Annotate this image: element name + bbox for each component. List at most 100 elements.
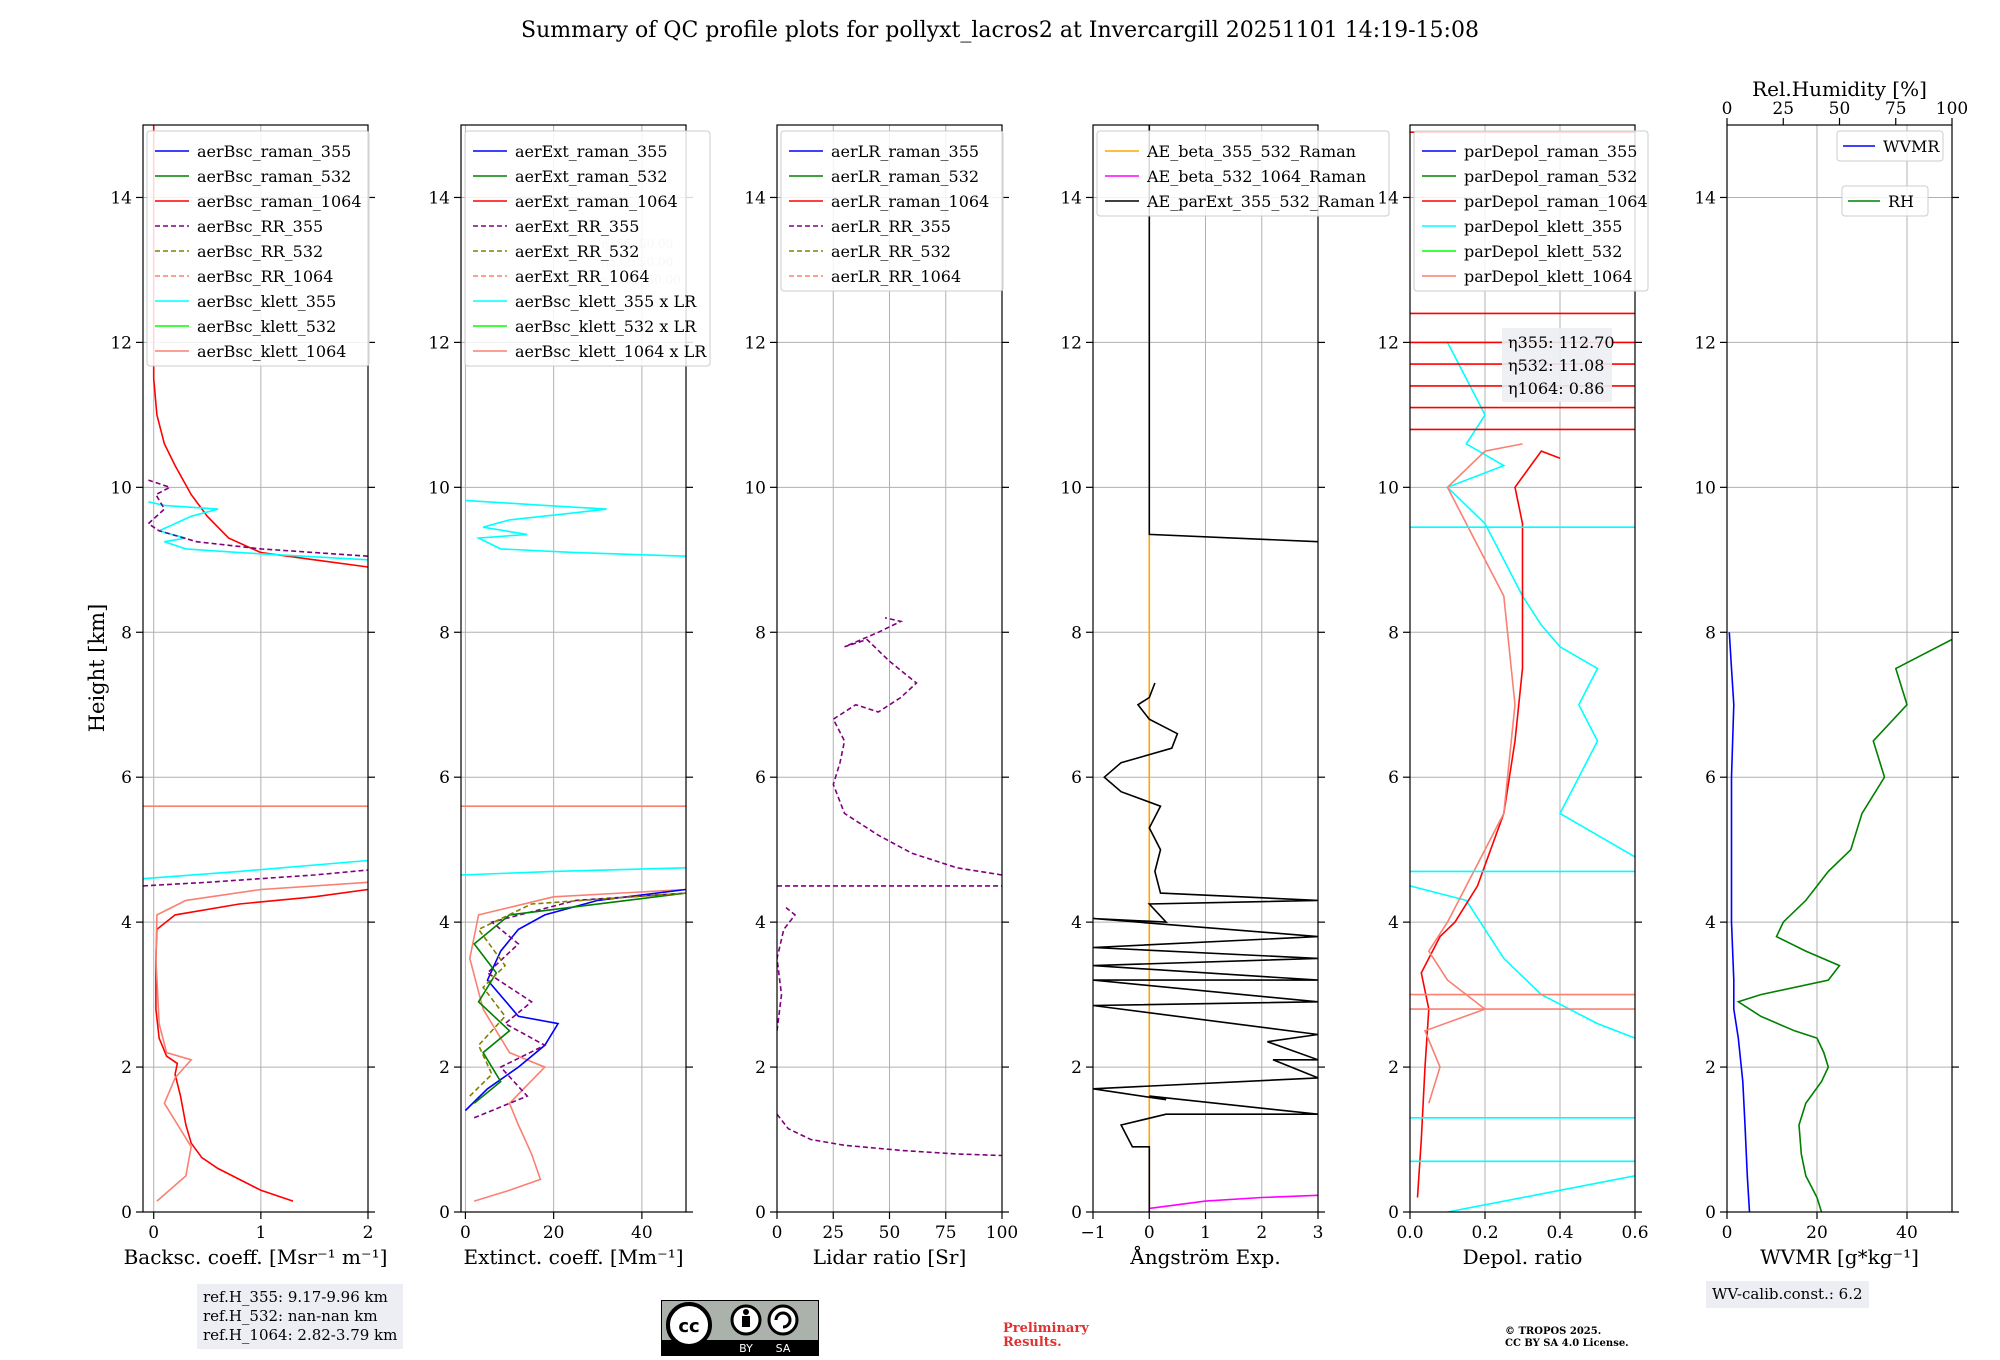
plot-frame xyxy=(142,124,369,1213)
series-line-parDepol_klett_1064 xyxy=(1423,443,1523,1104)
legend-label: RH xyxy=(1888,192,1914,211)
legend-box xyxy=(1836,130,1944,162)
panel-depol: 0 2 4 6 8 10 12 14 0.0 0.2 0.4 0.6 Depol. ratio parDe… xyxy=(1377,124,1649,1269)
eta-info-line: η1064: 0.86 xyxy=(1508,379,1604,398)
series-line-parDepol_raman_1064 xyxy=(1416,450,1561,1198)
legend-label: aerExt_RR_1064 xyxy=(515,267,650,286)
top-x-tick-label: 0 xyxy=(1722,99,1733,119)
series-line-aerBsc_klett_1064 x LR xyxy=(468,888,686,1202)
series-line-aerBsc_raman_1064 xyxy=(155,888,368,1202)
x-axis-label: Backsc. coeff. [Msr⁻¹ m⁻¹] xyxy=(124,1245,388,1269)
y-tick-label: 0 xyxy=(439,1203,450,1223)
x-tick-label: 0 xyxy=(460,1223,471,1243)
y-tick-label: 8 xyxy=(1705,623,1716,643)
y-tick-label: 10 xyxy=(428,478,450,498)
y-tick-label: 8 xyxy=(1388,623,1399,643)
y-tick-label: 10 xyxy=(110,478,132,498)
y-tick-label: 12 xyxy=(1377,333,1399,353)
legend-label: aerLR_RR_355 xyxy=(831,217,951,236)
y-tick-label: 8 xyxy=(121,623,132,643)
legend-label: parDepol_klett_1064 xyxy=(1464,267,1633,286)
y-tick-label: 14 xyxy=(1060,188,1082,208)
series-line-aerBsc_klett_1064 xyxy=(155,881,368,1202)
plot-frame xyxy=(1726,124,1953,1213)
legend-label: WVMR xyxy=(1883,137,1940,156)
x-tick-label: 75 xyxy=(935,1223,957,1243)
y-tick-label: 12 xyxy=(1060,333,1082,353)
legend-box xyxy=(1413,130,1649,292)
y-tick-label: 14 xyxy=(744,188,766,208)
legend-label: parDepol_klett_355 xyxy=(1464,217,1622,236)
preliminary-line-1: Preliminary xyxy=(1003,1321,1089,1336)
y-tick-label: 2 xyxy=(1388,1058,1399,1078)
plot-frame xyxy=(1409,124,1636,1213)
share-alike-icon xyxy=(767,1304,799,1336)
y-tick-label: 12 xyxy=(1694,333,1716,353)
y-tick-label: 0 xyxy=(121,1203,132,1223)
license-line-1: © TROPOS 2025. xyxy=(1505,1326,1602,1337)
ref-height-1064: ref.H_1064: 2.82-3.79 km xyxy=(203,1326,398,1344)
y-tick-label: 0 xyxy=(755,1203,766,1223)
series-line-aerLR_RR_355_mid xyxy=(777,906,797,1031)
preliminary-line-2: Results. xyxy=(1003,1335,1062,1350)
x-tick-label: 0.4 xyxy=(1546,1223,1573,1243)
legend-label: aerLR_raman_532 xyxy=(831,167,979,186)
legend-label: aerBsc_raman_355 xyxy=(197,142,351,161)
y-tick-label: 14 xyxy=(428,188,450,208)
y-tick-label: 0 xyxy=(1388,1203,1399,1223)
x-tick-label: 0 xyxy=(148,1223,159,1243)
y-tick-label: 0 xyxy=(1705,1203,1716,1223)
series-line-AE_beta_532_1064_Raman xyxy=(1149,1194,1318,1210)
y-tick-label: 4 xyxy=(1071,913,1082,933)
series-group xyxy=(143,125,368,1202)
series-line-parDepol_klett_355_upper xyxy=(1446,342,1635,858)
series-line-aerExt_raman_355 xyxy=(464,888,686,1112)
legend-label: aerLR_RR_1064 xyxy=(831,267,961,286)
legend-label: AE_beta_532_1064_Raman xyxy=(1146,167,1366,186)
series-line-AE_parExt_upper xyxy=(1148,125,1318,543)
x-axis-label: Extinct. coeff. [Mm⁻¹] xyxy=(463,1245,683,1269)
legend-label: aerBsc_klett_532 x LR xyxy=(515,317,697,336)
y-tick-label: 2 xyxy=(121,1058,132,1078)
legend-box xyxy=(1841,185,1929,217)
license-note: © TROPOS 2025. CC BY SA 4.0 License. xyxy=(1505,1326,1629,1350)
eta-info-line: η532: 11.08 xyxy=(1508,356,1604,375)
x-tick-label: 40 xyxy=(1896,1223,1918,1243)
y-tick-label: 0 xyxy=(1071,1203,1082,1223)
legend-label: aerBsc_RR_532 xyxy=(197,242,323,261)
x-tick-label: 40 xyxy=(631,1223,653,1243)
plot-frame xyxy=(460,124,687,1213)
series-line-WVMR xyxy=(1728,632,1751,1212)
ref-height-355: ref.H_355: 9.17-9.96 km xyxy=(203,1288,388,1306)
y-tick-label: 8 xyxy=(755,623,766,643)
series-line-aerBsc_RR_355 xyxy=(143,869,368,887)
y-tick-label: 4 xyxy=(1705,913,1716,933)
wv-calib-text: WV-calib.const.: 6.2 xyxy=(1712,1285,1863,1303)
series-group xyxy=(461,499,686,1202)
y-tick-label: 12 xyxy=(428,333,450,353)
y-tick-label: 14 xyxy=(110,188,132,208)
license-line-2: CC BY SA 4.0 License. xyxy=(1505,1338,1629,1349)
y-tick-label: 12 xyxy=(744,333,766,353)
legend-label: parDepol_raman_355 xyxy=(1464,142,1637,161)
x-tick-label: 2 xyxy=(1256,1223,1267,1243)
series-line-aerBsc_klett_355 xyxy=(143,859,368,880)
series-line-aerExt_raman_532 xyxy=(473,892,686,1104)
legend-label: AE_parExt_355_532_Raman xyxy=(1146,192,1375,211)
x-axis-label: Ångström Exp. xyxy=(1129,1244,1280,1269)
x-tick-label: 0.6 xyxy=(1621,1223,1648,1243)
y-tick-label: 8 xyxy=(1071,623,1082,643)
series-line-parDepol_klett_355 xyxy=(1447,1175,1635,1212)
legend-box xyxy=(1096,130,1390,217)
legend-label: aerBsc_raman_1064 xyxy=(197,192,362,211)
series-line-aerExt_RR_532 xyxy=(469,892,686,1097)
legend-label: aerBsc_RR_1064 xyxy=(197,267,333,286)
legend-label: aerBsc_raman_532 xyxy=(197,167,351,186)
x-tick-label: −1 xyxy=(1080,1223,1105,1243)
figure-title: Summary of QC profile plots for pollyxt_… xyxy=(521,18,1479,43)
legend-label: parDepol_klett_532 xyxy=(1464,242,1622,261)
x-tick-label: 25 xyxy=(822,1223,844,1243)
wv-calib-box: WV-calib.const.: 6.2 xyxy=(1706,1281,1869,1308)
